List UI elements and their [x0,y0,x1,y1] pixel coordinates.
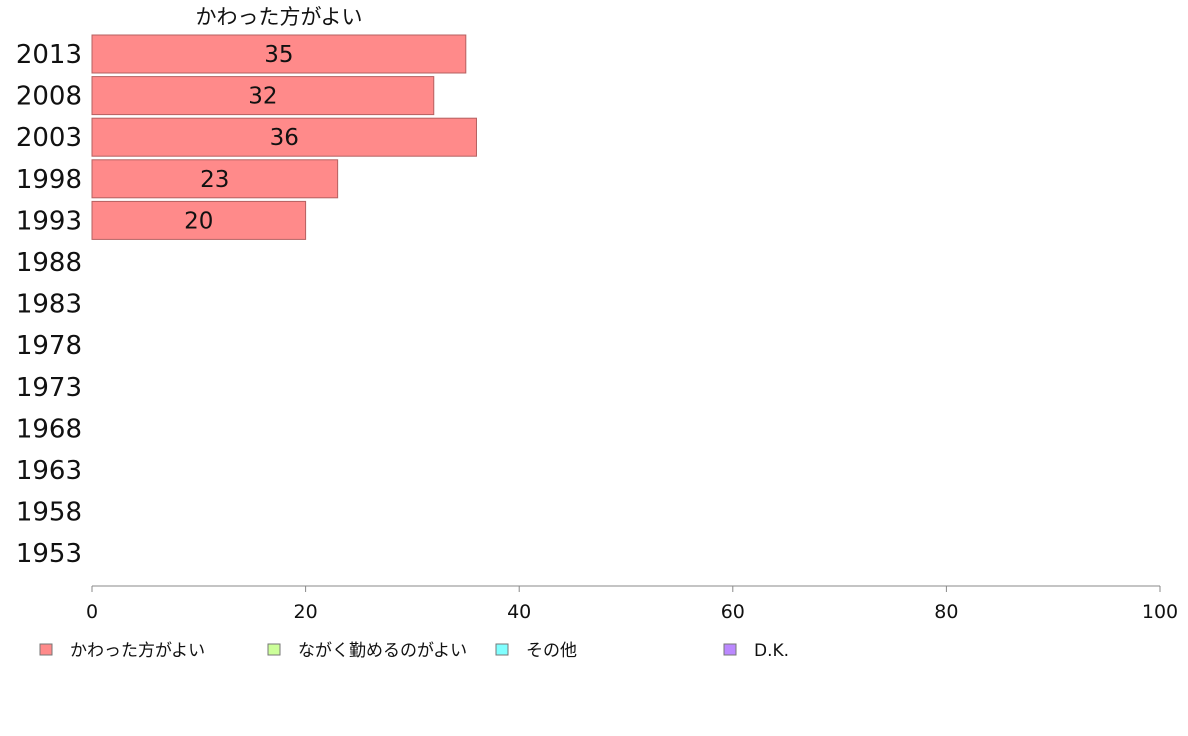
category-labels: 2013 2008 2003 1998 1993 1988 1983 1978 1973 1968… [16,40,82,569]
category-label-1958: 1958 [16,498,82,528]
legend: かわった方がよい ながく勤めるのがよい その他 D.K. [39,641,789,661]
bar-value-label-1998: 23 [200,167,229,193]
x-tick-label-60: 60 [721,601,745,623]
bar-value-label-2013: 35 [264,42,293,68]
legend-swatch-3 [723,643,737,656]
bar-2003 [91,117,477,157]
bar-value-label-2003: 36 [270,125,299,151]
bar-value-label-1993: 20 [184,208,213,234]
category-label-1968: 1968 [16,414,82,444]
x-tick-label-100: 100 [1142,601,1178,623]
category-label-1963: 1963 [16,456,82,486]
bars [91,34,477,240]
legend-swatch-1 [267,643,281,656]
x-tick-label-20: 20 [294,601,318,623]
bar-1998 [91,159,339,199]
legend-label-3: D.K. [754,641,789,661]
chart-title: かわった方がよい [196,5,363,29]
category-label-2008: 2008 [16,82,82,112]
bar-value-labels: 35 32 36 23 20 [184,42,299,234]
legend-swatch-2 [495,643,509,656]
bar-value-label-2008: 32 [248,84,277,110]
category-label-1988: 1988 [16,248,82,278]
category-label-1973: 1973 [16,373,82,403]
category-label-2013: 2013 [16,40,82,70]
category-label-1983: 1983 [16,290,82,320]
legend-swatch-0 [39,643,53,656]
legend-label-0: かわった方がよい [70,641,205,661]
x-tick-label-80: 80 [934,601,958,623]
bar-1993 [91,200,307,240]
bar-2008 [91,76,435,116]
x-tick-label-0: 0 [86,601,98,623]
category-label-1993: 1993 [16,206,82,236]
category-label-1953: 1953 [16,539,82,569]
x-axis-ticks: 0 20 40 60 80 100 [86,586,1178,623]
category-label-1998: 1998 [16,165,82,195]
x-tick-label-40: 40 [507,601,531,623]
category-label-1978: 1978 [16,331,82,361]
category-label-2003: 2003 [16,123,82,153]
legend-label-2: その他 [526,641,577,661]
legend-label-1: ながく勤めるのがよい [298,641,467,661]
bar-2013 [91,34,467,74]
